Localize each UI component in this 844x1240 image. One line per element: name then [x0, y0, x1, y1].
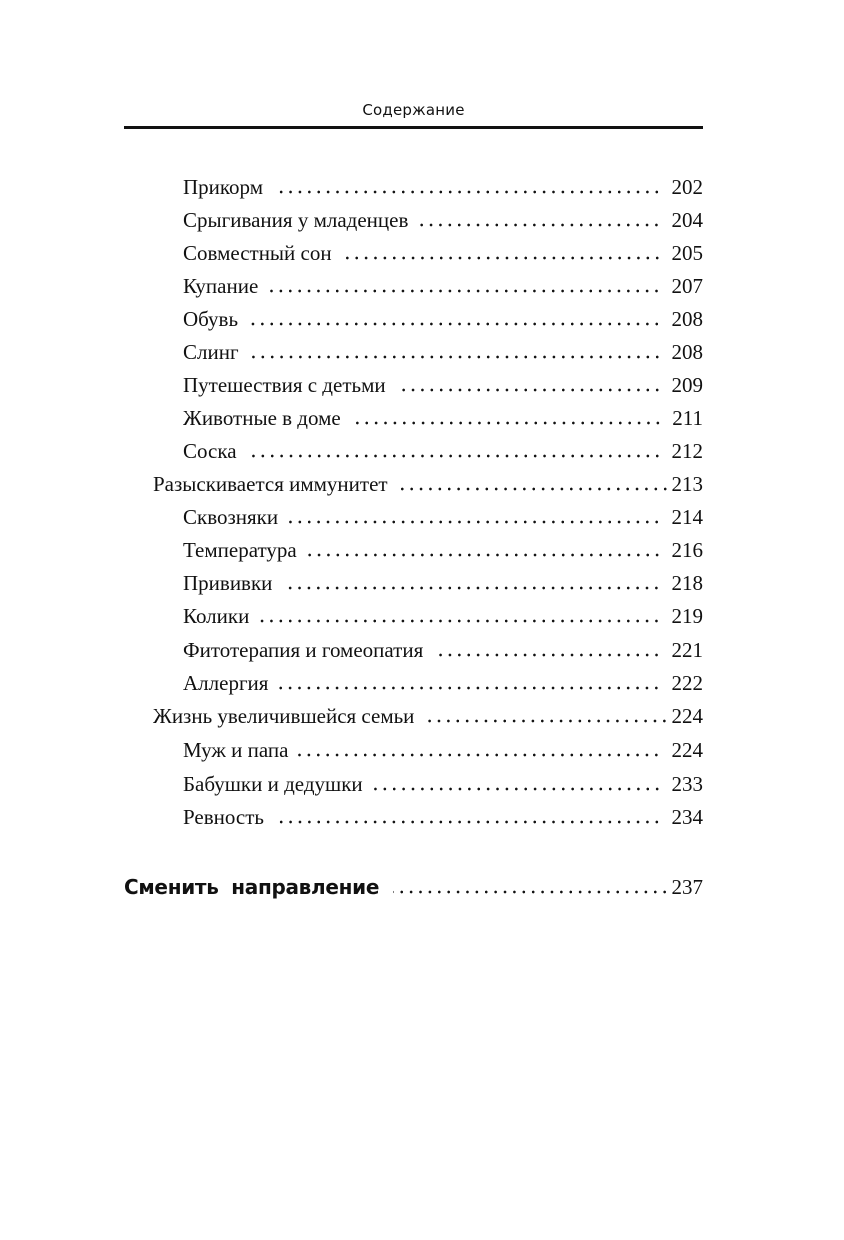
- entry-title: Фитотерапия и гомеопатия: [183, 638, 424, 662]
- entry-title: Аллергия: [183, 671, 269, 695]
- entry-page-number: 224: [671, 738, 704, 762]
- toc-entry[interactable]: Путешествия с детьми 209: [183, 373, 703, 406]
- entry-page-number: 208: [671, 340, 704, 364]
- entry-page-number: 207: [671, 274, 704, 298]
- dot-leader: [341, 256, 662, 260]
- entry-page-number: 218: [671, 571, 704, 595]
- entry-title: Купание: [183, 274, 259, 298]
- dot-leader: [248, 322, 662, 326]
- entry-title: Ревность: [183, 805, 264, 829]
- entry-title: Животные в доме: [183, 406, 341, 430]
- chapter-page-number: 237: [671, 875, 704, 899]
- dot-leader: [288, 520, 662, 524]
- entry-title: Колики: [183, 604, 250, 628]
- entry-page-number: 222: [671, 671, 704, 695]
- entry-page-number: 234: [671, 805, 704, 829]
- entry-page-number: 208: [671, 307, 704, 331]
- entry-page-number: 205: [671, 241, 704, 265]
- toc-entry[interactable]: Температура 216: [183, 538, 703, 571]
- toc-entry[interactable]: Соска 212: [183, 439, 703, 472]
- entry-title: Слинг: [183, 340, 239, 364]
- entry-page-number: 202: [671, 175, 704, 199]
- entry-title: Соска: [183, 439, 237, 463]
- dot-leader: [397, 487, 670, 491]
- running-header: Содержание: [362, 101, 465, 119]
- entry-title: Прикорм: [183, 175, 264, 199]
- dot-leader: [350, 421, 663, 425]
- dot-leader: [433, 653, 662, 657]
- toc-entry[interactable]: Животные в доме 211: [183, 406, 703, 439]
- entry-title: Бабушки и дедушки: [183, 772, 363, 796]
- dot-leader: [259, 619, 662, 623]
- toc-entry[interactable]: Слинг 208: [183, 340, 703, 373]
- toc-entry[interactable]: Сквозняки 214: [183, 505, 703, 538]
- dot-leader: [273, 190, 662, 194]
- entry-title: Жизнь увеличившейся семьи: [153, 704, 415, 728]
- entry-page-number: 213: [671, 472, 704, 496]
- entry-title: Обувь: [183, 307, 239, 331]
- toc-chapter-entry[interactable]: Сменить направление 237: [124, 875, 703, 900]
- dot-leader: [424, 719, 670, 723]
- dot-leader: [298, 753, 662, 757]
- dot-leader: [282, 586, 662, 590]
- toc-entry[interactable]: Колики 219: [183, 604, 703, 637]
- dot-leader: [393, 890, 670, 894]
- dot-leader: [268, 289, 662, 293]
- toc-entry[interactable]: Прививки 218: [183, 571, 703, 604]
- dot-leader: [395, 388, 662, 392]
- dot-leader: [246, 454, 662, 458]
- entry-title: Разыскивается иммунитет: [153, 472, 388, 496]
- entry-title: Путешествия с детьми: [183, 373, 386, 397]
- entry-page-number: 216: [671, 538, 704, 562]
- toc-entry[interactable]: Обувь 208: [183, 307, 703, 340]
- dot-leader: [418, 223, 662, 227]
- entry-page-number: 224: [671, 704, 704, 728]
- dot-leader: [273, 820, 662, 824]
- toc-entry[interactable]: Прикорм 202: [183, 175, 703, 208]
- toc-entry[interactable]: Бабушки и дедушки 233: [183, 772, 703, 805]
- entry-page-number: 204: [671, 208, 704, 232]
- entry-page-number: 233: [671, 772, 704, 796]
- entry-title: Муж и папа: [183, 738, 289, 762]
- dot-leader: [306, 553, 662, 557]
- dot-leader: [248, 355, 662, 359]
- entry-page-number: 209: [671, 373, 704, 397]
- dot-leader: [372, 787, 662, 791]
- toc-entry[interactable]: Муж и папа 224: [183, 738, 703, 771]
- entry-page-number: 211: [672, 406, 703, 430]
- entry-page-number: 214: [671, 505, 704, 529]
- entry-title: Прививки: [183, 571, 273, 595]
- toc-entry[interactable]: Совместный сон 205: [183, 241, 703, 274]
- entry-title: Срыгивания у младенцев: [183, 208, 409, 232]
- entry-page-number: 219: [671, 604, 704, 628]
- dot-leader: [278, 686, 662, 690]
- entry-title: Совместный сон: [183, 241, 332, 265]
- toc-entry[interactable]: Ревность 234: [183, 805, 703, 838]
- entry-title: Температура: [183, 538, 297, 562]
- toc-entry[interactable]: Жизнь увеличившейся семьи 224: [153, 704, 703, 737]
- chapter-title: Сменить направление: [124, 875, 380, 899]
- toc-entry[interactable]: Купание 207: [183, 274, 703, 307]
- toc-entry[interactable]: Разыскивается иммунитет 213: [153, 472, 703, 505]
- entry-title: Сквозняки: [183, 505, 279, 529]
- entry-page-number: 212: [671, 439, 704, 463]
- toc-entry[interactable]: Фитотерапия и гомеопатия 221: [183, 638, 703, 671]
- toc-entry[interactable]: Аллергия 222: [183, 671, 703, 704]
- header-rule: [124, 126, 703, 129]
- toc-entry[interactable]: Срыгивания у младенцев 204: [183, 208, 703, 241]
- entry-page-number: 221: [671, 638, 704, 662]
